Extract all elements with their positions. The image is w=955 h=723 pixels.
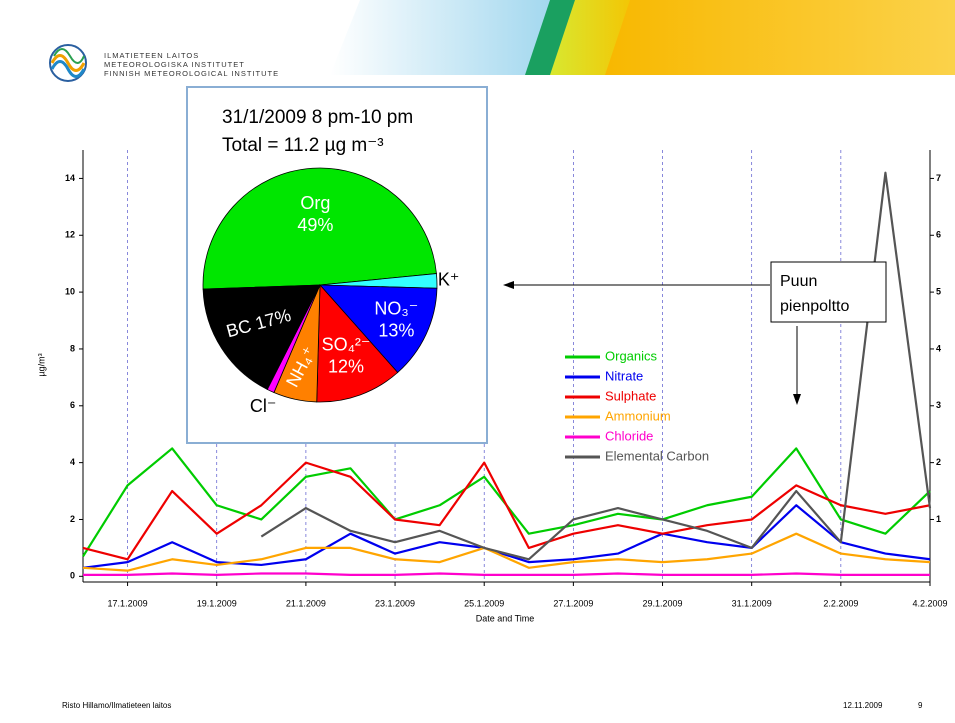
series-line xyxy=(82,532,931,572)
x-tick-label: 29.1.2009 xyxy=(643,598,683,608)
legend-label: Sulphate xyxy=(605,388,656,403)
annotation: pienpoltto xyxy=(780,298,849,315)
x-tick-label: 25.1.2009 xyxy=(464,598,504,608)
series-line xyxy=(82,447,931,558)
x-axis-title: Date and Time xyxy=(476,613,535,623)
y2-tick-label: 1 xyxy=(936,514,941,524)
pie-slice xyxy=(319,284,438,374)
y-tick-label: 12 xyxy=(65,230,75,240)
pie-label: NO₃⁻ 13% xyxy=(374,298,418,340)
footer-page: 9 xyxy=(918,701,923,710)
pie-slice xyxy=(316,283,399,403)
pie-category: NO₃⁻ xyxy=(374,298,418,318)
y-tick-label: 6 xyxy=(70,400,75,410)
series-line xyxy=(260,171,932,561)
pie-slice xyxy=(202,284,321,390)
arrows xyxy=(503,281,801,405)
legend-label: Chloride xyxy=(605,428,653,443)
legend-label: Elemental Carbon xyxy=(605,448,709,463)
header-decoration xyxy=(49,0,955,82)
y-tick-label: 8 xyxy=(70,343,75,353)
y2-tick-label: 4 xyxy=(936,343,941,353)
y-tick-label: 2 xyxy=(70,514,75,524)
pie-category: K⁺ xyxy=(438,269,460,289)
y-tick-label: 0 xyxy=(70,571,75,581)
x-tick-label: 17.1.2009 xyxy=(108,598,148,608)
y2-tick-label: 5 xyxy=(936,286,941,296)
pie-chart: Org 49%K⁺NO₃⁻ 13%SO₄²⁻ 12%NH₄⁺Cl⁻BC 17% xyxy=(202,167,460,416)
pie-category: SO₄²⁻ xyxy=(322,334,371,354)
pie-value-label: 13% xyxy=(378,320,414,340)
legend-label: Nitrate xyxy=(605,368,643,383)
series-line xyxy=(82,504,931,569)
y-tick-label: 10 xyxy=(65,286,75,296)
x-tick-label: 31.1.2009 xyxy=(732,598,772,608)
pie-subtitle: Total = 11.2 µg m⁻³ xyxy=(222,135,384,156)
x-tick-label: 21.1.2009 xyxy=(286,598,326,608)
x-tick-label: 19.1.2009 xyxy=(197,598,237,608)
org-name: METEOROLOGISKA INSTITUTET xyxy=(104,60,245,69)
legend-label: Ammonium xyxy=(605,408,671,423)
legend-label: Organics xyxy=(605,348,658,363)
pie-category: Cl⁻ xyxy=(250,396,277,416)
pie-value-label: 12% xyxy=(328,356,364,376)
series-line xyxy=(83,572,930,576)
y2-tick-label: 6 xyxy=(936,230,941,240)
y2-tick-label: 2 xyxy=(936,457,941,467)
y2-tick-label: 3 xyxy=(936,400,941,410)
x-tick-label: 27.1.2009 xyxy=(553,598,593,608)
pie-label: Org 49% xyxy=(297,193,333,235)
pie-label: Cl⁻ xyxy=(250,396,277,416)
y-axis-title: µg/m³ xyxy=(36,353,46,376)
annotation-box xyxy=(770,261,887,323)
pie-value-label: 49% xyxy=(297,215,333,235)
pie-title: 31/1/2009 8 pm-10 pm xyxy=(222,107,413,128)
x-tick-label: 2.2.2009 xyxy=(823,598,858,608)
x-tick-label: 23.1.2009 xyxy=(375,598,415,608)
footer-author: Risto Hillamo/Ilmatieteen laitos xyxy=(62,701,171,710)
org-name: FINNISH METEOROLOGICAL INSTITUTE xyxy=(104,69,279,78)
pie-label: K⁺ xyxy=(438,269,460,289)
y-tick-label: 14 xyxy=(65,173,75,183)
y2-tick-label: 7 xyxy=(936,173,941,183)
x-tick-label: 4.2.2009 xyxy=(912,598,947,608)
footer-date: 12.11.2009 xyxy=(843,701,883,710)
y-tick-label: 4 xyxy=(70,457,75,467)
org-name: ILMATIETEEN LAITOS xyxy=(104,51,199,60)
pie-category: Org xyxy=(300,193,330,213)
pie-slice xyxy=(202,167,437,290)
pie-label: SO₄²⁻ 12% xyxy=(322,334,371,376)
annotation: Puun xyxy=(780,273,817,290)
series-line xyxy=(82,461,931,561)
line-chart: 17.1.2009 19.1.2009 21.1.2009 23.1.2009 25.1… xyxy=(65,150,948,608)
